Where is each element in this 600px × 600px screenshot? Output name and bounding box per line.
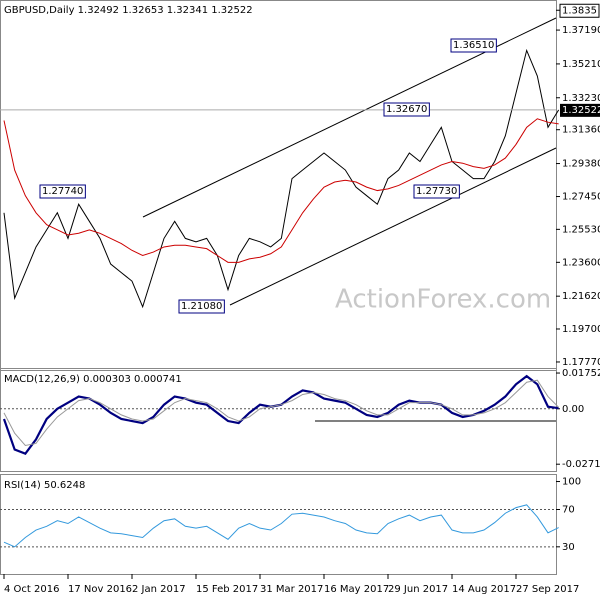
x-tick-label: 17 Nov 2016 [68, 584, 132, 595]
y-tick-label: 1.31360 [562, 125, 600, 136]
y-tick-label: 1.33230 [562, 93, 600, 104]
y-tick-label: 1.29380 [562, 159, 600, 170]
y-tick-label: 30 [562, 542, 575, 553]
panel-title: GBPUSD,Daily 1.32492 1.32653 1.32341 1.3… [4, 5, 253, 16]
y-tick-label: 1.19700 [562, 324, 600, 335]
y-tick-label: 70 [562, 505, 575, 516]
y-tick-label: 100 [562, 477, 581, 488]
y-tick-label: 1.23600 [562, 257, 600, 268]
series-line [3, 504, 559, 548]
annotation-box [450, 38, 497, 53]
x-tick-label: 2 Jan 2017 [132, 584, 186, 595]
y-tick-label: -0.027169 [562, 459, 600, 470]
price-panel [0, 0, 557, 371]
current-price-box [560, 103, 600, 117]
y-tick-label: 0.017521 [562, 368, 600, 379]
series-line [3, 379, 560, 447]
panel-title: RSI(14) 50.6248 [4, 480, 85, 491]
annotation-label: 1.32670 [386, 104, 427, 115]
panel-title: MACD(12,26,9) 0.000303 0.000741 [4, 374, 182, 385]
series-line [3, 48, 560, 309]
y-tick-label: 1.3835 [562, 5, 597, 16]
y-tick-label: 1.37190 [562, 25, 600, 36]
x-tick-label: 31 Mar 2017 [260, 584, 323, 595]
series-line [3, 118, 559, 263]
x-tick-label: 14 Aug 2017 [452, 584, 516, 595]
y-tick-label: 1.25530 [562, 224, 600, 235]
annotation-label: 1.21080 [181, 301, 222, 312]
annotation-label: 1.27730 [416, 186, 457, 197]
x-tick-label: 4 Oct 2016 [4, 584, 59, 595]
annotation-box [413, 184, 460, 199]
annotation-box [178, 299, 225, 314]
x-tick-label: 29 Jun 2017 [388, 584, 448, 595]
annotation-label: 1.36510 [453, 40, 494, 51]
annotation-box [383, 102, 430, 117]
channel-lower [229, 147, 557, 306]
x-tick-label: 16 May 2017 [324, 584, 389, 595]
x-tick-label: 15 Feb 2017 [196, 584, 258, 595]
watermark: ActionForex.com [335, 285, 551, 315]
x-tick-label: 27 Sep 2017 [516, 584, 579, 595]
price-box [559, 3, 600, 18]
y-tick-label: 1.21620 [562, 291, 600, 302]
annotation-box [39, 184, 86, 199]
current-price-label: 1.32522 [562, 105, 600, 116]
macd-panel [0, 368, 557, 472]
rsi-panel [0, 474, 557, 575]
y-tick-label: 1.17770 [562, 357, 600, 368]
y-tick-label: 1.35210 [562, 59, 600, 70]
y-tick-label: 0.00 [562, 404, 584, 415]
annotation-label: 1.27740 [42, 186, 83, 197]
y-tick-label: 1.27450 [562, 192, 600, 203]
